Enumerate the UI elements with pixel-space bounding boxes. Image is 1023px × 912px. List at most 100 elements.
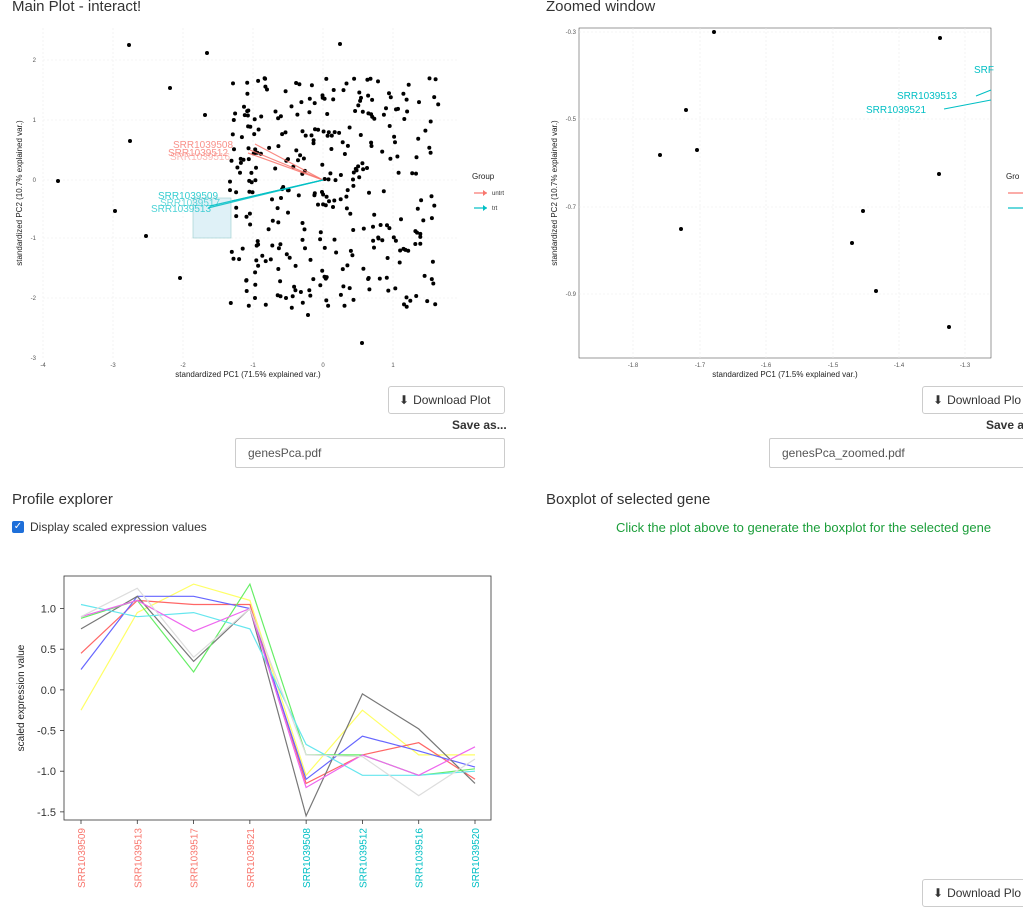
scatter-point xyxy=(392,134,397,139)
scatter-point xyxy=(168,86,172,90)
scatter-point xyxy=(228,301,233,305)
legend-label-untrt: untrt xyxy=(492,191,504,197)
scatter-point xyxy=(244,278,249,283)
scatter-point xyxy=(428,119,433,124)
y-tick: -0.5 xyxy=(566,117,577,123)
loading-arrow xyxy=(231,179,324,202)
x-axis-label: standardized PC1 (71.5% explained var.) xyxy=(175,370,321,379)
scatter-point xyxy=(423,128,428,133)
scatter-point xyxy=(307,110,312,115)
scatter-point xyxy=(256,263,261,268)
y-tick-label: -1.5 xyxy=(37,807,56,819)
scatter-point xyxy=(238,156,243,161)
zoomed-filename-input[interactable]: genesPca_zoomed.pdf xyxy=(769,438,1023,468)
scatter-point xyxy=(247,211,252,216)
y-axis-label: scaled expression value xyxy=(16,644,27,751)
scatter-point xyxy=(367,190,371,195)
x-tick: -1.4 xyxy=(894,363,905,369)
scatter-point xyxy=(347,286,352,291)
x-tick: -1.3 xyxy=(960,363,971,369)
scatter-point xyxy=(248,222,253,227)
scatter-point xyxy=(387,91,391,96)
scatter-point xyxy=(415,206,420,211)
scatter-point xyxy=(372,245,376,250)
scatter-point xyxy=(326,303,331,308)
download-profile-plot-button[interactable]: ⬇ Download Plo xyxy=(922,879,1023,907)
scatter-point xyxy=(263,302,268,307)
scatter-point xyxy=(352,76,357,81)
scatter-point xyxy=(245,80,250,85)
scatter-point xyxy=(278,114,283,119)
scatter-point xyxy=(229,158,234,163)
scatter-point xyxy=(113,209,117,213)
scaled-values-checkbox[interactable]: ✓ xyxy=(12,521,24,533)
y-tick: -3 xyxy=(31,356,37,362)
scatter-point xyxy=(399,217,403,222)
scatter-point xyxy=(263,76,268,81)
scatter-point xyxy=(312,191,317,196)
scatter-point xyxy=(298,290,303,294)
scatter-point xyxy=(294,81,299,85)
scatter-point xyxy=(384,275,389,280)
scatter-point xyxy=(260,253,265,258)
main-pca-plot[interactable]: 2 1 0 -1 -2 -3 -4 -3 -2 -1 0 1 standardi… xyxy=(0,18,515,383)
y-tick: 2 xyxy=(33,58,37,64)
scatter-point xyxy=(245,109,250,114)
scatter-points xyxy=(56,42,441,345)
zoomed-pca-plot[interactable]: -0.3 -0.5 -0.7 -0.9 -1.8 -1.7 -1.6 -1.5 … xyxy=(546,18,1023,383)
scatter-point xyxy=(303,246,307,251)
scatter-point xyxy=(316,127,321,132)
scatter-point xyxy=(338,292,343,297)
x-tick-label: SRR1039513 xyxy=(133,828,144,888)
scatter-point xyxy=(408,298,413,303)
scatter-point xyxy=(331,205,335,209)
scatter-point xyxy=(393,286,398,291)
brush-selection[interactable] xyxy=(192,197,232,239)
scatter-point xyxy=(309,133,314,138)
y-tick-label: -0.5 xyxy=(37,726,56,738)
scatter-point xyxy=(341,284,346,289)
scatter-point xyxy=(324,275,329,280)
scatter-point xyxy=(333,178,338,183)
scatter-point xyxy=(391,235,396,240)
profile-line-chart[interactable]: scaled expression value 1.0 0.5 0.0 -0.5 -1.… xyxy=(0,574,500,912)
scatter-point xyxy=(429,277,434,282)
scatter-point xyxy=(350,253,355,258)
scatter-point xyxy=(286,157,290,162)
scatter-point xyxy=(300,221,305,225)
scatter-point xyxy=(331,88,336,92)
scatter-point xyxy=(356,164,361,169)
arrow-label: SRR1039513 xyxy=(897,91,957,102)
scatter-point xyxy=(332,237,337,242)
scatter-point xyxy=(393,140,397,145)
scatter-point xyxy=(326,177,331,182)
y-tick: -2 xyxy=(31,296,37,302)
scatter-point xyxy=(348,211,353,216)
scatter-point xyxy=(326,130,331,135)
scatter-point xyxy=(296,193,301,198)
scatter-point xyxy=(432,203,437,208)
scatter-point xyxy=(365,166,369,170)
download-plot-button[interactable]: ⬇ Download Plot xyxy=(388,386,505,414)
scatter-point xyxy=(396,170,401,175)
profile-series-line xyxy=(80,603,476,776)
scatter-point xyxy=(331,97,336,102)
scatter-point xyxy=(256,78,261,83)
scatter-point xyxy=(266,227,271,232)
filename-input[interactable]: genesPca.pdf xyxy=(235,438,505,468)
scatter-point xyxy=(345,188,350,193)
scatter-point xyxy=(308,257,313,262)
scatter-point xyxy=(430,259,435,264)
scatter-point xyxy=(313,127,317,132)
loading-arrow xyxy=(254,143,324,181)
scatter-point xyxy=(427,145,432,150)
scatter-point xyxy=(325,133,330,138)
scatter-point xyxy=(419,198,424,203)
profile-series-line xyxy=(80,595,476,818)
scatter-point xyxy=(270,197,274,202)
download-zoomed-plot-button[interactable]: ⬇ Download Plo xyxy=(922,386,1023,414)
y-tick: -0.3 xyxy=(566,30,577,36)
scatter-point xyxy=(298,153,303,158)
x-tick-label: SRR1039516 xyxy=(415,828,426,888)
profile-series-line xyxy=(80,595,476,781)
